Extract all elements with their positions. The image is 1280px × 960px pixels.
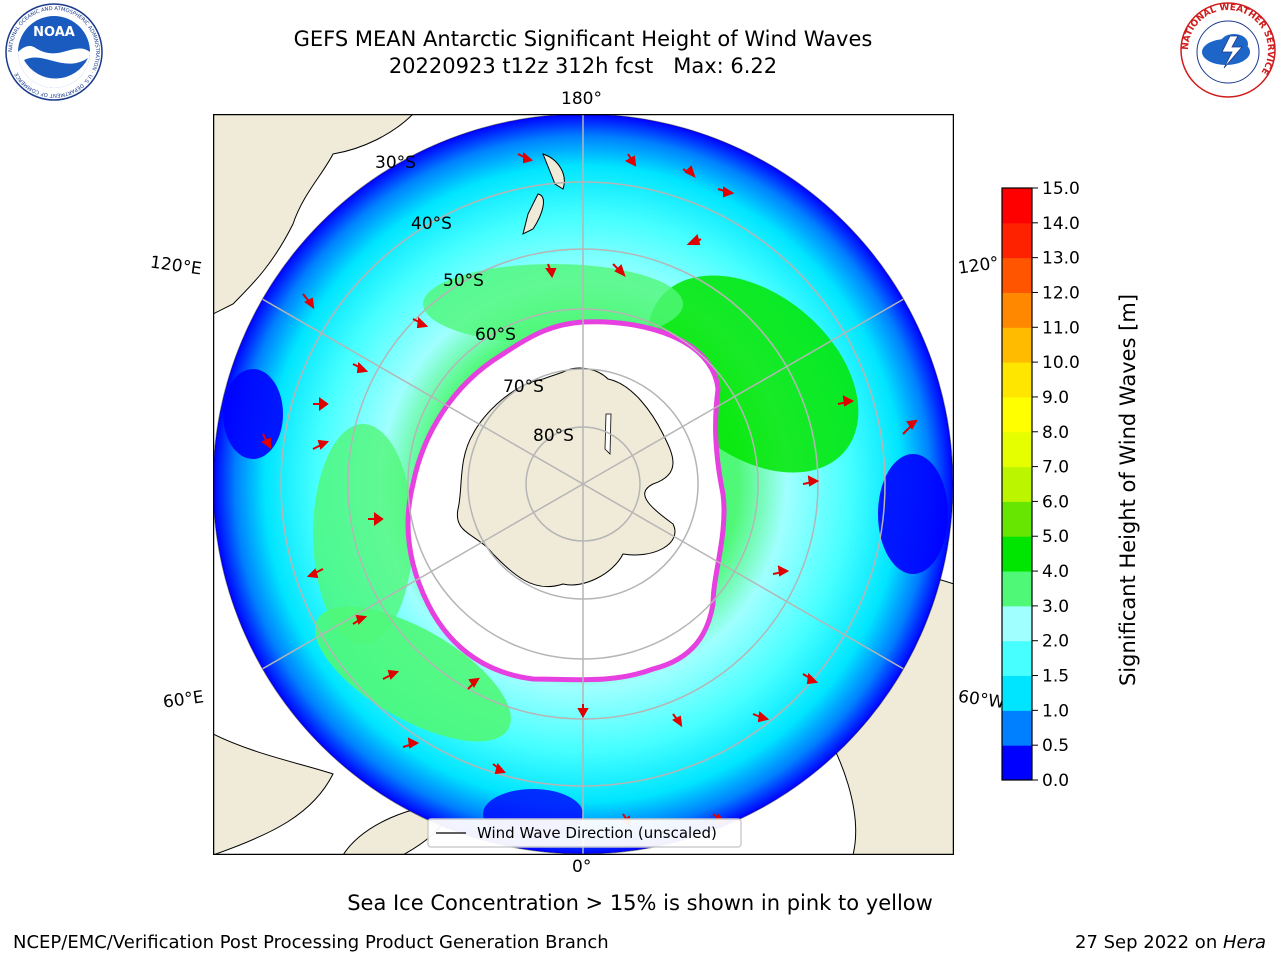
chart-subtitle-run: 20220923 t12z 312h fcst Max: 6.22 [388, 54, 778, 78]
colorbar-band [1002, 745, 1032, 781]
footer-host: Hera [1222, 932, 1266, 953]
lat-label-30: 30°S [375, 153, 416, 173]
new-zealand [522, 153, 565, 235]
sea-ice-note: Sea Ice Concentration > 15% is shown in … [347, 891, 933, 915]
colorbar-tick-label: 10.0 [1042, 353, 1080, 373]
colorbar-tick-label: 11.0 [1042, 318, 1080, 338]
lat-label-70: 70°S [503, 377, 544, 397]
footer-credit: NCEP/EMC/Verification Post Processing Pr… [13, 932, 609, 953]
colorbar-band [1002, 640, 1032, 677]
colorbar-band [1002, 222, 1032, 259]
lon-label-0: 0° [572, 857, 592, 877]
nws-logo: NATIONAL WEATHER SERVICE [1180, 2, 1276, 98]
colorbar-tick-label: 2.0 [1042, 632, 1069, 652]
chart-title: GEFS MEAN Antarctic Significant Height o… [293, 27, 873, 51]
colorbar-label-wrap: Significant Height of Wind Waves [m] [1098, 270, 1158, 710]
lon-label-180: 180° [561, 89, 602, 109]
footer-date-text: 27 Sep 2022 on [1075, 932, 1223, 953]
colorbar-band [1002, 571, 1032, 607]
lat-label-60: 60°S [475, 325, 516, 345]
colorbar-tick-label: 7.0 [1042, 458, 1069, 478]
colorbar-tick-label: 1.0 [1042, 701, 1069, 721]
colorbar-tick-label: 0.5 [1042, 736, 1069, 756]
colorbar-band [1002, 292, 1032, 328]
colorbar-band [1002, 431, 1032, 468]
colorbar-tick-label: 12.0 [1042, 283, 1080, 303]
colorbar-band [1002, 396, 1032, 433]
colorbar-tick-label: 3.0 [1042, 597, 1069, 617]
colorbar-tick-label: 0.0 [1042, 771, 1069, 790]
polar-map: 30°S 40°S 50°S 60°S 70°S 80°S Wind Wave … [213, 114, 954, 855]
noaa-logo-text: NOAA [33, 25, 75, 40]
lon-label-60e: 60°E [161, 687, 206, 713]
colorbar-tick-label: 14.0 [1042, 214, 1080, 234]
antarctica-land [456, 367, 676, 588]
noaa-logo: NOAA NATIONAL OCEANIC AND ATMOSPHERIC AD… [5, 3, 103, 101]
lon-label-120e: 120°E [148, 252, 203, 280]
graticule [213, 114, 953, 854]
colorbar-band [1002, 362, 1032, 398]
colorbar-band [1002, 536, 1032, 572]
lat-label-50: 50°S [443, 271, 484, 291]
colorbar-label: Significant Height of Wind Waves [m] [1116, 293, 1140, 687]
colorbar-tick-label: 5.0 [1042, 527, 1069, 547]
colorbar-tick-label: 1.5 [1042, 667, 1069, 687]
colorbar-tick-label: 8.0 [1042, 423, 1069, 443]
colorbar-band [1002, 605, 1032, 642]
colorbar-tick-label: 13.0 [1042, 249, 1080, 269]
colorbar-tick-label: 6.0 [1042, 492, 1069, 512]
colorbar-tick-label: 4.0 [1042, 562, 1069, 582]
colorbar-tick-label: 15.0 [1042, 180, 1080, 199]
colorbar-band [1002, 501, 1032, 537]
colorbar-band [1002, 257, 1032, 293]
colorbar-band [1002, 710, 1032, 746]
lat-label-80: 80°S [533, 426, 574, 446]
colorbar-band [1002, 466, 1032, 502]
footer-date: 27 Sep 2022 on Hera [1075, 932, 1266, 953]
map-legend: Wind Wave Direction (unscaled) [427, 818, 742, 848]
colorbar-band [1002, 188, 1032, 224]
colorbar-band [1002, 675, 1032, 711]
colorbar-tick-label: 9.0 [1042, 388, 1069, 408]
lat-label-40: 40°S [411, 214, 452, 234]
colorbar: 0.0 0.5 1.0 1.5 2.0 3.0 4.0 5.0 6.0 7.0 8.0 9.0 10.0… [1001, 180, 1080, 790]
map-legend-label: Wind Wave Direction (unscaled) [477, 824, 717, 842]
colorbar-band [1002, 327, 1032, 363]
